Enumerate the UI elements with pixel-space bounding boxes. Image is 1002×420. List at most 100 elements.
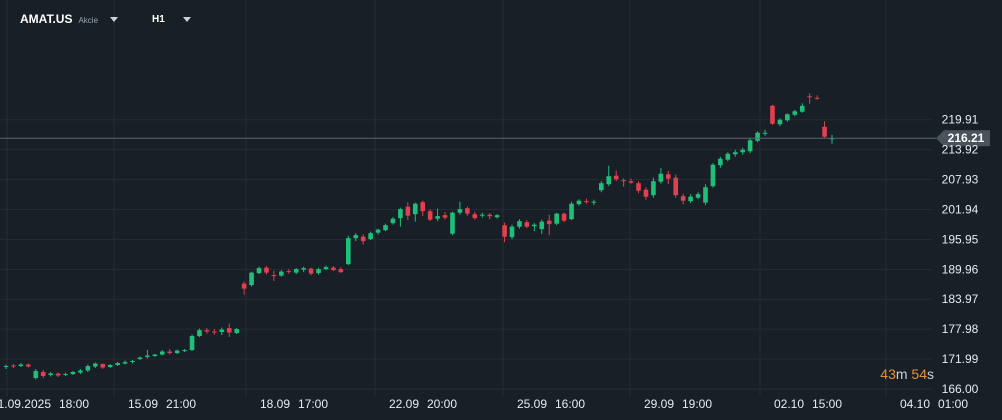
symbol-name: AMAT.US bbox=[20, 12, 73, 26]
candle-bullish bbox=[301, 266, 306, 273]
symbol-selector[interactable]: AMAT.US Akcie bbox=[20, 10, 119, 28]
candle-bearish bbox=[40, 370, 46, 379]
candle-bullish bbox=[740, 147, 746, 155]
timeframe-label: H1 bbox=[152, 13, 165, 25]
x-tick-label: 22.09 bbox=[389, 397, 419, 411]
candle-bearish bbox=[822, 121, 827, 138]
candle-bearish bbox=[613, 170, 619, 182]
candle-bullish bbox=[725, 152, 731, 162]
candle-bullish bbox=[85, 364, 91, 373]
x-tick-label: 02.10 bbox=[774, 397, 804, 411]
candle-bullish bbox=[591, 199, 597, 206]
candle-bullish bbox=[829, 134, 835, 144]
x-tick-label: 18.09 bbox=[260, 397, 290, 411]
x-tick-label: 11.09.2025 bbox=[0, 397, 51, 411]
y-tick-label: 219.91 bbox=[942, 113, 979, 127]
candle-bullish bbox=[78, 369, 83, 375]
candle-bullish bbox=[651, 177, 656, 198]
current-price-line: 216.21 bbox=[0, 130, 990, 147]
candle-bullish bbox=[509, 224, 515, 240]
candle-bullish bbox=[48, 372, 53, 377]
candle-bullish bbox=[316, 267, 321, 275]
candle-bullish bbox=[539, 219, 545, 235]
candle-bullish bbox=[688, 194, 693, 204]
candle-bullish bbox=[197, 328, 202, 338]
candle-bearish bbox=[55, 372, 61, 378]
candle-bullish bbox=[732, 149, 738, 157]
candle-bearish bbox=[636, 181, 641, 194]
candle-bullish bbox=[33, 369, 39, 380]
candle-bearish bbox=[226, 323, 232, 338]
time-axis[interactable]: 11.09.2025 18:00 15.09 21:00 18.09 17:00 22.09… bbox=[0, 397, 968, 411]
candle-bearish bbox=[487, 213, 493, 220]
candle-bullish bbox=[152, 354, 158, 358]
chevron-down-icon bbox=[110, 16, 119, 22]
candle-bearish bbox=[11, 364, 16, 369]
candle-bullish bbox=[383, 223, 388, 232]
candle-bullish bbox=[256, 266, 262, 275]
candle-bullish bbox=[457, 201, 463, 215]
countdown-seconds: 54 bbox=[911, 366, 927, 382]
candle-bullish bbox=[63, 372, 68, 377]
candle-bullish bbox=[576, 199, 582, 206]
candle-bullish bbox=[353, 233, 359, 242]
candle-bearish bbox=[673, 174, 679, 198]
x-tick-label: 18:00 bbox=[59, 397, 89, 411]
y-tick-label: 189.96 bbox=[942, 262, 979, 276]
x-tick-label: 20:00 bbox=[427, 397, 457, 411]
candle-bullish bbox=[137, 356, 143, 361]
candle-bullish bbox=[189, 334, 195, 352]
candle-bearish bbox=[465, 206, 470, 216]
grid-lines bbox=[0, 0, 932, 396]
x-tick-label: 29.09 bbox=[644, 397, 674, 411]
candle-bullish bbox=[777, 118, 783, 127]
y-tick-label: 201.94 bbox=[942, 202, 979, 216]
candle-bullish bbox=[762, 129, 768, 136]
candle-bullish bbox=[390, 217, 396, 225]
candle-bearish bbox=[331, 266, 336, 272]
candle-bearish bbox=[26, 363, 31, 368]
candle-bearish bbox=[271, 270, 277, 282]
current-price-tag bbox=[936, 130, 990, 147]
candle-bearish bbox=[420, 200, 426, 217]
candle-bullish bbox=[606, 165, 612, 187]
candle-bearish bbox=[807, 93, 812, 104]
x-tick-label: 21:00 bbox=[166, 397, 196, 411]
candle-bearish bbox=[212, 329, 217, 335]
chevron-down-icon bbox=[182, 16, 191, 22]
y-tick-label: 177.98 bbox=[942, 322, 979, 336]
candle-bullish bbox=[703, 184, 708, 206]
candle-bullish bbox=[554, 212, 559, 226]
candle-bearish bbox=[621, 178, 626, 187]
candle-bearish bbox=[628, 178, 634, 184]
candle-bullish bbox=[234, 328, 239, 335]
candle-bullish bbox=[658, 168, 664, 184]
candle-bearish bbox=[814, 95, 820, 100]
candle-bullish bbox=[18, 363, 24, 368]
x-tick-label: 17:00 bbox=[298, 397, 328, 411]
candle-bearish bbox=[643, 187, 649, 200]
candle-bullish bbox=[435, 208, 440, 222]
candle-bearish bbox=[427, 209, 433, 222]
candle-bullish bbox=[718, 156, 723, 168]
x-tick-label: 25.09 bbox=[517, 397, 547, 411]
candle-bearish bbox=[241, 281, 247, 295]
candle-bullish bbox=[182, 349, 187, 353]
candle-bullish bbox=[115, 362, 120, 367]
candle-bearish bbox=[665, 170, 671, 185]
candles bbox=[3, 93, 835, 380]
candle-bullish bbox=[785, 113, 790, 122]
candle-bullish bbox=[755, 131, 760, 143]
timeframe-selector[interactable]: H1 bbox=[152, 10, 191, 28]
x-tick-label: 19:00 bbox=[682, 397, 712, 411]
candle-bullish bbox=[130, 360, 135, 364]
x-tick-label: 15.09 bbox=[128, 397, 158, 411]
y-tick-label: 213.92 bbox=[942, 143, 979, 157]
candle-bullish bbox=[517, 219, 522, 229]
x-tick-label: 04.10 bbox=[900, 397, 930, 411]
candle-bullish bbox=[450, 211, 455, 236]
price-axis[interactable]: 219.91 213.92 207.93 201.94 195.95 189.96 183.… bbox=[942, 113, 979, 396]
candle-bearish bbox=[472, 211, 478, 220]
countdown-seconds-unit: s bbox=[927, 366, 934, 382]
